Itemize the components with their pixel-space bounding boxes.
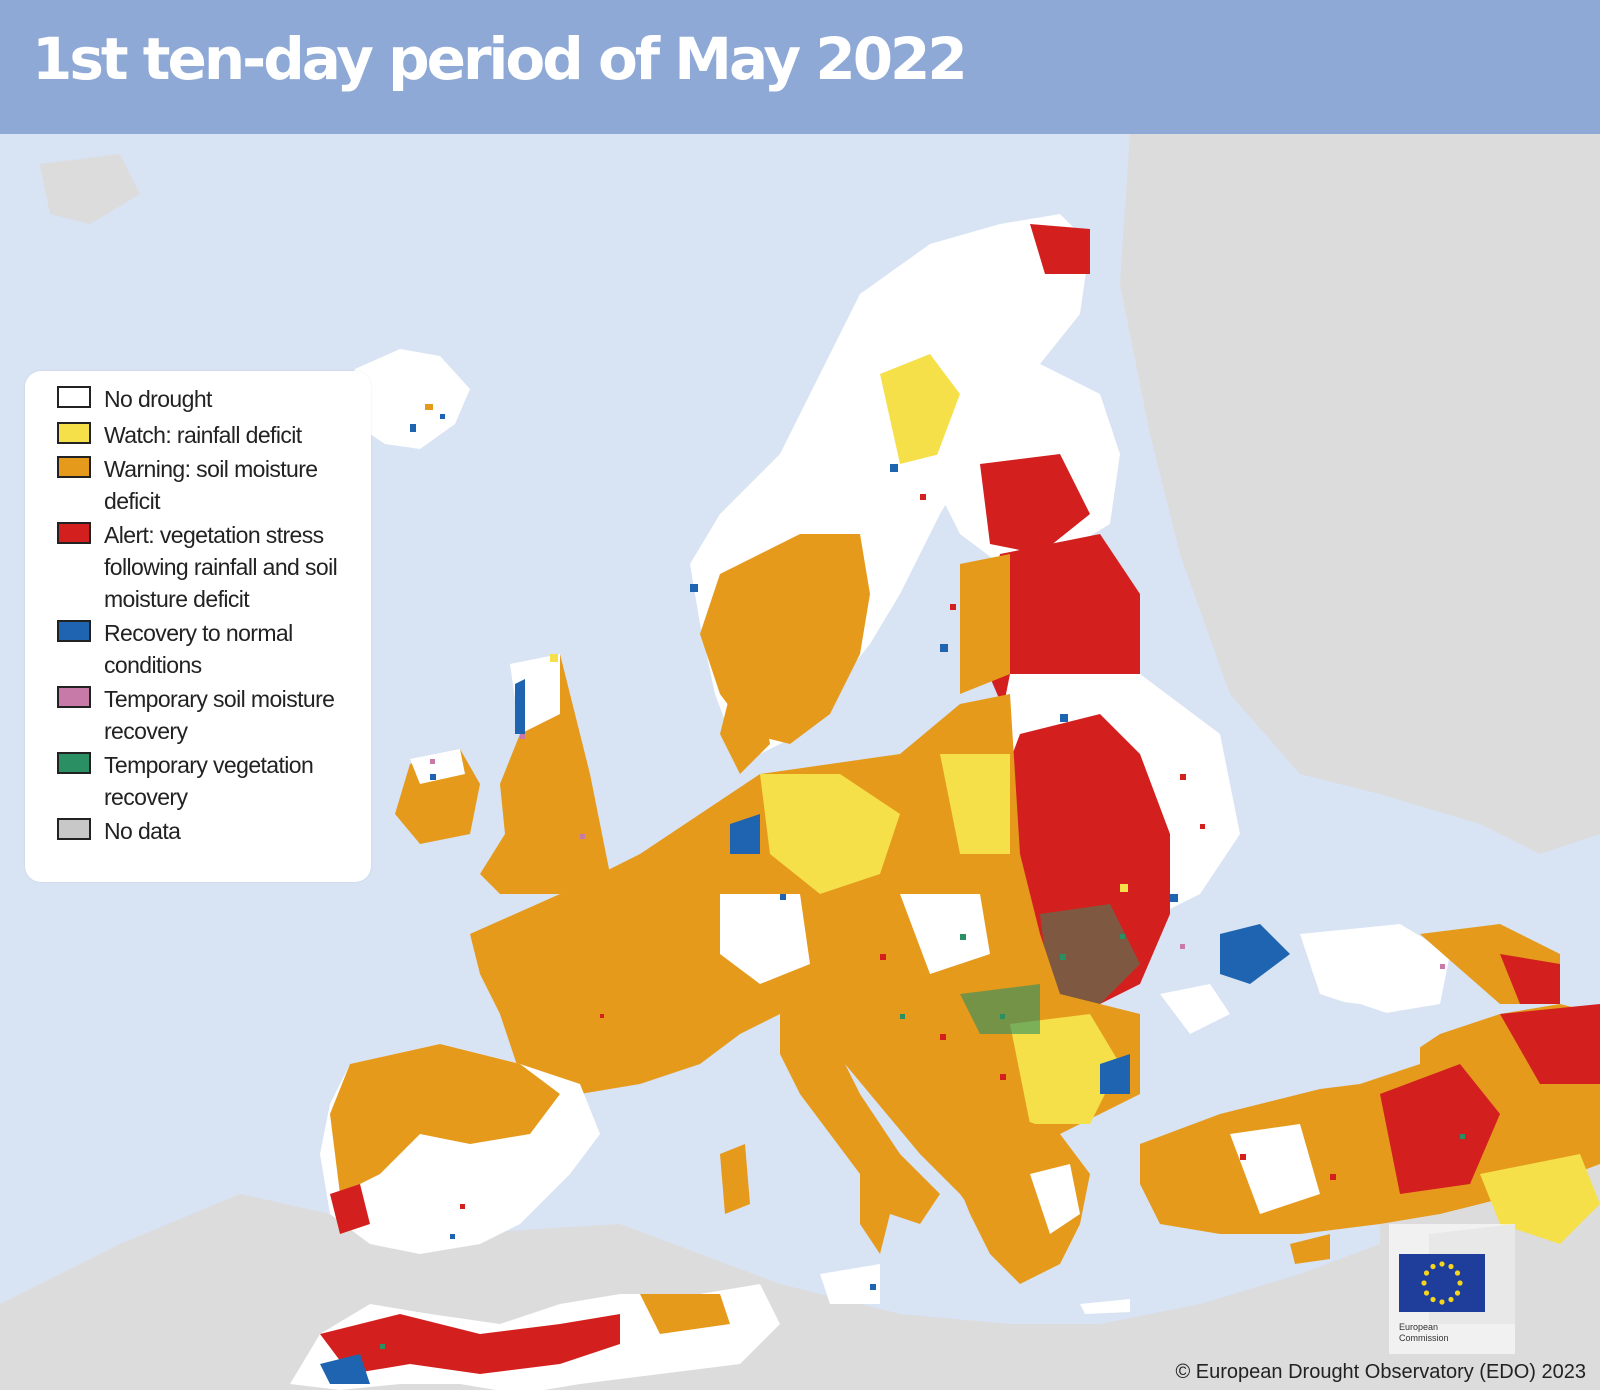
legend-swatch xyxy=(57,386,91,408)
legend-label: Watch: rainfall deficit xyxy=(104,422,302,448)
iceland-region xyxy=(345,349,470,449)
copyright-credit: © European Drought Observatory (EDO) 202… xyxy=(1175,1361,1587,1383)
legend-label: Warning: soil moisture deficit xyxy=(104,456,318,514)
drought-speckles xyxy=(380,464,1465,1349)
legend-swatch xyxy=(57,522,91,544)
denmark-region xyxy=(720,684,770,774)
map-legend: No drought Watch: rainfall deficit Warni… xyxy=(25,371,371,882)
italy-region xyxy=(780,1014,940,1254)
drought-map xyxy=(0,134,1600,1390)
legend-swatch xyxy=(57,752,91,774)
legend-item-watch: Watch: rainfall deficit xyxy=(57,419,357,451)
legend-label: Temporary vegetation recovery xyxy=(104,752,314,810)
legend-item-no-data: No data xyxy=(57,815,357,847)
legend-label: No drought xyxy=(104,386,212,412)
legend-swatch xyxy=(57,620,91,642)
legend-label: Temporary soil moisture recovery xyxy=(104,686,335,744)
legend-item-temp-veg-recovery: Temporary vegetation recovery xyxy=(57,749,357,813)
legend-item-no-drought: No drought xyxy=(57,383,357,415)
european-commission-logo: European Commission xyxy=(1389,1224,1515,1354)
legend-swatch xyxy=(57,818,91,840)
legend-item-warning: Warning: soil moisture deficit xyxy=(57,453,357,517)
legend-swatch xyxy=(57,456,91,478)
map-title: 1st ten-day period of May 2022 xyxy=(32,25,968,93)
logo-text-line1: European xyxy=(1399,1322,1438,1332)
legend-item-temp-soil-recovery: Temporary soil moisture recovery xyxy=(57,683,357,747)
legend-label: Alert: vegetation stress following rainf… xyxy=(104,522,338,612)
legend-swatch xyxy=(57,422,91,444)
legend-swatch xyxy=(57,686,91,708)
legend-label: No data xyxy=(104,818,181,844)
great-britain-region xyxy=(480,654,610,894)
legend-label: Recovery to normal conditions xyxy=(104,620,293,678)
legend-item-recovery: Recovery to normal conditions xyxy=(57,617,357,681)
legend-item-alert: Alert: vegetation stress following rainf… xyxy=(57,519,357,615)
title-banner: 1st ten-day period of May 2022 xyxy=(0,0,1600,134)
logo-text-line2: Commission xyxy=(1399,1333,1449,1343)
balkans-region xyxy=(940,1094,1090,1284)
